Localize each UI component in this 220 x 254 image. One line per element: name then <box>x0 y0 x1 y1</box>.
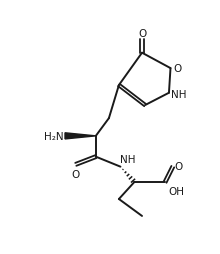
Text: NH: NH <box>120 155 135 165</box>
Text: OH: OH <box>168 186 184 196</box>
Text: H₂N: H₂N <box>44 131 64 141</box>
Polygon shape <box>65 133 96 139</box>
Text: NH: NH <box>171 89 187 99</box>
Text: O: O <box>138 29 146 39</box>
Text: O: O <box>71 169 79 179</box>
Text: O: O <box>174 64 182 74</box>
Text: O: O <box>174 161 183 171</box>
